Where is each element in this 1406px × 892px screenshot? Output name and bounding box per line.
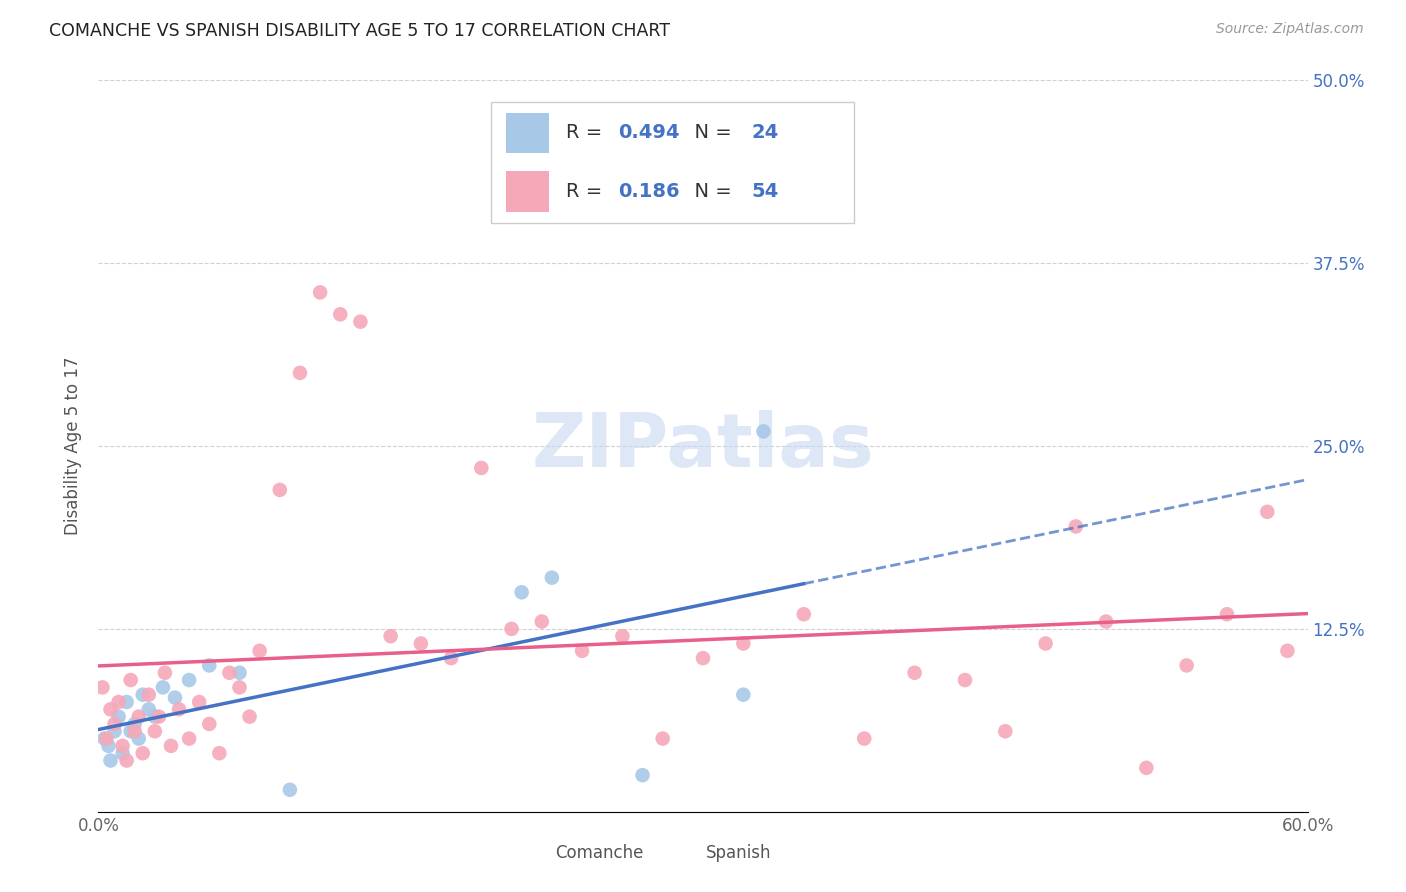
Point — [96, 731, 118, 746]
Point — [138, 688, 160, 702]
Point — [228, 681, 250, 695]
Point — [143, 724, 166, 739]
Point — [278, 782, 301, 797]
Text: Comanche: Comanche — [555, 845, 644, 863]
FancyBboxPatch shape — [506, 171, 550, 211]
Point — [179, 673, 201, 687]
Point — [793, 607, 815, 622]
Point — [167, 702, 190, 716]
Point — [1277, 644, 1299, 658]
Point — [409, 636, 432, 650]
Text: 0.494: 0.494 — [619, 123, 681, 143]
Point — [752, 425, 775, 439]
Point — [132, 688, 155, 702]
Point — [540, 571, 562, 585]
FancyBboxPatch shape — [661, 842, 695, 865]
Point — [1256, 505, 1278, 519]
Point — [138, 702, 160, 716]
Point — [107, 709, 129, 723]
Point — [107, 695, 129, 709]
Point — [198, 658, 221, 673]
Point — [179, 731, 201, 746]
Point — [91, 681, 114, 695]
Point — [651, 731, 673, 746]
Point — [115, 695, 138, 709]
Point — [111, 739, 134, 753]
Point — [1135, 761, 1157, 775]
Point — [380, 629, 402, 643]
Point — [612, 629, 634, 643]
Text: 24: 24 — [751, 123, 779, 143]
Point — [120, 724, 142, 739]
Point — [269, 483, 291, 497]
Point — [953, 673, 976, 687]
Point — [510, 585, 533, 599]
Point — [631, 768, 654, 782]
Point — [228, 665, 250, 680]
Point — [100, 702, 122, 716]
Point — [470, 461, 492, 475]
Point — [904, 665, 927, 680]
Point — [124, 724, 146, 739]
Text: Source: ZipAtlas.com: Source: ZipAtlas.com — [1216, 22, 1364, 37]
Point — [994, 724, 1017, 739]
Point — [148, 709, 170, 723]
Text: Spanish: Spanish — [706, 845, 770, 863]
Point — [143, 709, 166, 723]
Point — [733, 688, 755, 702]
Point — [1064, 519, 1087, 533]
Point — [153, 665, 176, 680]
Point — [152, 681, 174, 695]
Point — [329, 307, 352, 321]
Point — [1095, 615, 1118, 629]
Point — [571, 644, 593, 658]
Point — [733, 636, 755, 650]
Point — [440, 651, 463, 665]
Point — [132, 746, 155, 760]
Point — [160, 739, 183, 753]
Point — [188, 695, 211, 709]
Point — [93, 731, 115, 746]
Point — [115, 754, 138, 768]
Point — [692, 651, 714, 665]
Point — [288, 366, 311, 380]
Point — [218, 665, 240, 680]
Point — [124, 717, 146, 731]
FancyBboxPatch shape — [506, 112, 550, 153]
Point — [120, 673, 142, 687]
Point — [530, 615, 553, 629]
Y-axis label: Disability Age 5 to 17: Disability Age 5 to 17 — [65, 357, 83, 535]
FancyBboxPatch shape — [509, 842, 543, 865]
Point — [100, 754, 122, 768]
Point — [103, 724, 125, 739]
Text: N =: N = — [682, 123, 738, 143]
Text: 0.186: 0.186 — [619, 182, 681, 201]
FancyBboxPatch shape — [492, 103, 855, 223]
Point — [501, 622, 523, 636]
Text: N =: N = — [682, 182, 738, 201]
Text: COMANCHE VS SPANISH DISABILITY AGE 5 TO 17 CORRELATION CHART: COMANCHE VS SPANISH DISABILITY AGE 5 TO … — [49, 22, 671, 40]
Point — [111, 746, 134, 760]
Text: R =: R = — [567, 123, 609, 143]
Point — [249, 644, 271, 658]
Point — [1035, 636, 1057, 650]
Point — [208, 746, 231, 760]
Point — [128, 731, 150, 746]
Text: R =: R = — [567, 182, 609, 201]
Point — [309, 285, 332, 300]
Point — [163, 690, 186, 705]
Point — [1216, 607, 1239, 622]
Point — [128, 709, 150, 723]
Point — [198, 717, 221, 731]
Point — [349, 315, 371, 329]
Text: 54: 54 — [751, 182, 779, 201]
Point — [1175, 658, 1198, 673]
Point — [853, 731, 876, 746]
Point — [103, 717, 125, 731]
Point — [97, 739, 120, 753]
Text: ZIPatlas: ZIPatlas — [531, 409, 875, 483]
Point — [239, 709, 262, 723]
